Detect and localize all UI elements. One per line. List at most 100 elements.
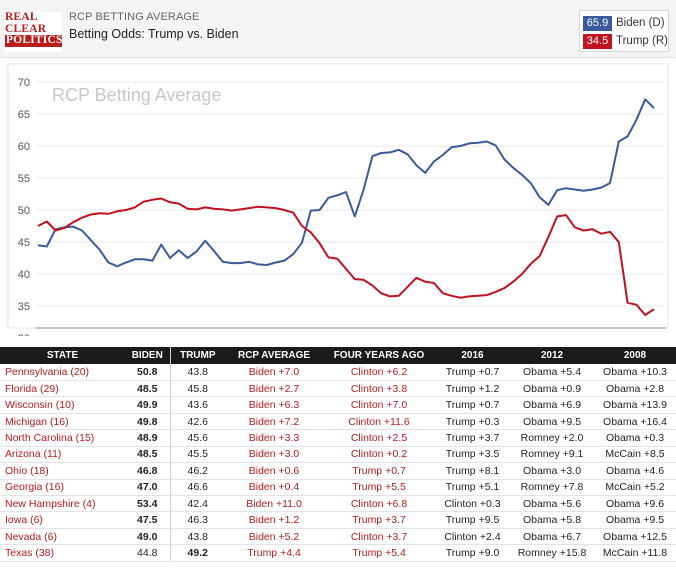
state-name[interactable]: Arizona (11) <box>0 446 125 464</box>
col-header-trump[interactable]: TRUMP <box>170 347 225 364</box>
result-2016: Trump +1.2 <box>435 380 510 398</box>
four-years-ago: Trump +5.4 <box>323 544 435 562</box>
result-2008: Obama +9.6 <box>594 495 676 513</box>
state-name[interactable]: Iowa (6) <box>0 511 125 529</box>
trump-value: 46.2 <box>170 462 225 480</box>
table-row[interactable]: Texas (38) 44.8 49.2 Trump +4.4 Trump +5.4 Tr… <box>0 544 676 562</box>
rcp-average: Biden +6.3 <box>225 396 323 414</box>
state-name[interactable]: Michigan (16) <box>0 413 125 431</box>
legend-label-biden: Biden (D) <box>616 17 665 29</box>
result-2016: Trump +8.1 <box>435 462 510 480</box>
table-row[interactable]: Michigan (16) 49.8 42.6 Biden +7.2 Clinton +… <box>0 413 676 431</box>
trump-value: 45.5 <box>170 446 225 464</box>
col-header-2012[interactable]: 2012 <box>510 347 594 364</box>
result-2012: Romney +9.1 <box>510 446 594 464</box>
trump-value: 42.4 <box>170 495 225 513</box>
state-name[interactable]: Wisconsin (10) <box>0 396 125 414</box>
table-row[interactable]: Arizona (11) 48.5 45.5 Biden +3.0 Clinton +0… <box>0 446 676 464</box>
rcp-logo[interactable]: REAL CLEAR POLITICS <box>5 11 63 52</box>
result-2012: Obama +9.5 <box>510 413 594 431</box>
biden-value: 48.9 <box>125 429 171 447</box>
rcp-average: Biden +7.0 <box>225 364 323 381</box>
state-name[interactable]: Florida (29) <box>0 380 125 398</box>
result-2012: Obama +0.9 <box>510 380 594 398</box>
series-line-biden[interactable] <box>37 98 655 268</box>
table-row[interactable]: New Hampshire (4) 53.4 42.4 Biden +11.0 Clin… <box>0 495 676 513</box>
result-2016: Clinton +0.3 <box>435 495 510 513</box>
state-name[interactable]: Texas (38) <box>0 544 125 562</box>
result-2008: McCain +5.2 <box>594 479 676 497</box>
trump-value: 42.6 <box>170 413 225 431</box>
col-header-rcp-average[interactable]: RCP AVERAGE <box>225 347 323 364</box>
state-name[interactable]: New Hampshire (4) <box>0 495 125 513</box>
table-row[interactable]: North Carolina (15) 48.9 45.6 Biden +3.3 Cli… <box>0 429 676 447</box>
four-years-ago: Clinton +2.5 <box>323 429 435 447</box>
state-name[interactable]: North Carolina (15) <box>0 429 125 447</box>
state-name[interactable]: Nevada (6) <box>0 528 125 546</box>
y-tick-label: 50 <box>18 205 30 217</box>
y-tick-label: 70 <box>18 77 30 89</box>
result-2008: McCain +11.8 <box>594 544 676 562</box>
state-name[interactable]: Ohio (18) <box>0 462 125 480</box>
table-row[interactable]: Wisconsin (10) 49.9 43.6 Biden +6.3 Clinton … <box>0 396 676 414</box>
rcp-average: Biden +3.3 <box>225 429 323 447</box>
result-2008: Obama +13.9 <box>594 396 676 414</box>
rcp-average: Biden +0.6 <box>225 462 323 480</box>
chart-watermark-title: RCP Betting Average <box>52 85 221 105</box>
four-years-ago: Clinton +0.2 <box>323 446 435 464</box>
logo-line-3: POLITICS <box>5 34 63 47</box>
trump-value: 43.6 <box>170 396 225 414</box>
col-header-biden[interactable]: BIDEN <box>125 347 171 364</box>
biden-value: 48.5 <box>125 380 171 398</box>
result-2008: Obama +4.6 <box>594 462 676 480</box>
trump-value: 43.8 <box>170 364 225 381</box>
chart-header: REAL CLEAR POLITICS RCP BETTING AVERAGE … <box>0 0 676 58</box>
table-row[interactable]: Iowa (6) 47.5 46.3 Biden +1.2 Trump +3.7 Trum… <box>0 511 676 529</box>
col-header-state[interactable]: STATE <box>0 347 125 364</box>
result-2012: Obama +5.6 <box>510 495 594 513</box>
table-body: Pennsylvania (20) 50.8 43.8 Biden +7.0 Clint… <box>0 364 676 562</box>
result-2016: Trump +9.0 <box>435 544 510 562</box>
four-years-ago: Clinton +3.8 <box>323 380 435 398</box>
biden-value: 49.9 <box>125 396 171 414</box>
legend-item-trump[interactable]: 34.5 Trump (R) <box>583 33 668 49</box>
line-chart[interactable]: 30 35 40 45 50 55 60 65 70 RCP Betting Average <box>0 58 676 336</box>
result-2012: Obama +3.0 <box>510 462 594 480</box>
col-header-2016[interactable]: 2016 <box>435 347 510 364</box>
four-years-ago: Trump +5.5 <box>323 479 435 497</box>
result-2012: Obama +5.8 <box>510 511 594 529</box>
result-2008: Obama +16.4 <box>594 413 676 431</box>
trump-value: 46.6 <box>170 479 225 497</box>
trump-value: 46.3 <box>170 511 225 529</box>
result-2016: Trump +3.7 <box>435 429 510 447</box>
four-years-ago: Trump +0.7 <box>323 462 435 480</box>
legend-label-trump: Trump (R) <box>616 35 668 47</box>
col-header-2008[interactable]: 2008 <box>594 347 676 364</box>
result-2016: Trump +0.7 <box>435 364 510 381</box>
state-name[interactable]: Pennsylvania (20) <box>0 364 125 381</box>
legend-value-trump: 34.5 <box>583 33 612 49</box>
table-row[interactable]: Pennsylvania (20) 50.8 43.8 Biden +7.0 Clint… <box>0 364 676 381</box>
result-2012: Romney +2.0 <box>510 429 594 447</box>
series-line-trump[interactable] <box>37 197 655 316</box>
col-header-four-years-ago[interactable]: FOUR YEARS AGO <box>323 347 435 364</box>
chart-subtitle: RCP BETTING AVERAGE <box>69 11 200 23</box>
trump-value: 49.2 <box>170 544 225 562</box>
y-tick-label: 40 <box>18 269 30 281</box>
chart-title: Betting Odds: Trump vs. Biden <box>69 27 239 41</box>
legend-item-biden[interactable]: 65.9 Biden (D) <box>583 15 665 31</box>
table-row[interactable]: Georgia (16) 47.0 46.6 Biden +0.4 Trump +5.5… <box>0 479 676 497</box>
chart-series <box>37 98 655 316</box>
y-tick-label: 65 <box>18 109 30 121</box>
table-row[interactable]: Florida (29) 48.5 45.8 Biden +2.7 Clinton +3… <box>0 380 676 398</box>
biden-value: 47.0 <box>125 479 171 497</box>
biden-value: 49.8 <box>125 413 171 431</box>
state-name[interactable]: Georgia (16) <box>0 479 125 497</box>
logo-line-2: CLEAR <box>5 22 47 35</box>
four-years-ago: Clinton +11.6 <box>323 413 435 431</box>
logo-line-1: REAL <box>5 11 38 23</box>
trump-value: 43.8 <box>170 528 225 546</box>
rcp-average: Biden +11.0 <box>225 495 323 513</box>
table-row[interactable]: Nevada (6) 49.0 43.8 Biden +5.2 Clinton +3.7… <box>0 528 676 546</box>
table-row[interactable]: Ohio (18) 46.8 46.2 Biden +0.6 Trump +0.7 Tru… <box>0 462 676 480</box>
